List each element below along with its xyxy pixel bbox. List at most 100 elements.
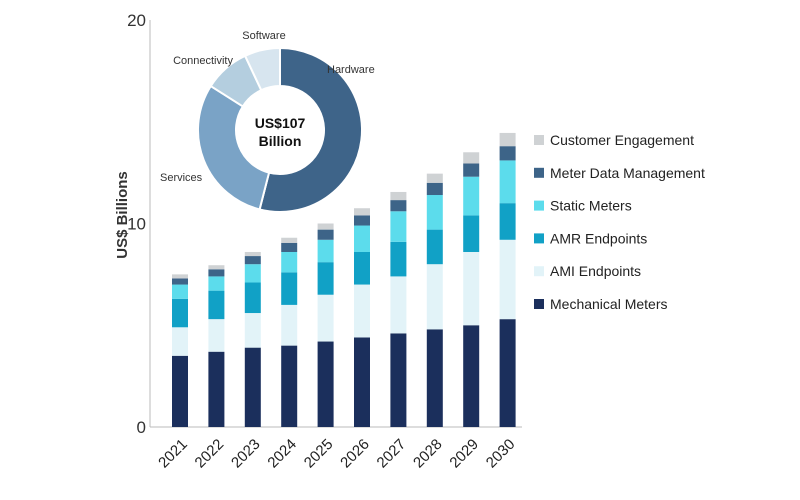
- bar-segment: [317, 341, 334, 427]
- x-tick-label: 2027: [374, 436, 410, 472]
- bar-segment: [426, 195, 443, 230]
- bar-segment: [354, 208, 370, 216]
- bar-segment: [208, 290, 225, 320]
- bar-segment: [172, 298, 188, 328]
- x-tick-label: 2024: [264, 436, 300, 472]
- bar-segment: [463, 163, 480, 177]
- x-tick-label: 2023: [228, 436, 264, 472]
- bar-segment: [390, 333, 407, 427]
- donut-center-line2: Billion: [259, 133, 302, 149]
- bar-segment: [354, 215, 370, 226]
- bar-segment: [244, 251, 261, 257]
- bar-segment: [317, 229, 334, 240]
- bar-segment: [244, 313, 261, 348]
- donut-slice-label: Hardware: [327, 64, 375, 76]
- bar-segment: [354, 284, 370, 338]
- x-tick-label: 2021: [155, 436, 191, 472]
- x-tick-label: 2025: [301, 436, 337, 472]
- bar-segment: [390, 200, 407, 212]
- x-tick-label: 2026: [337, 436, 373, 472]
- y-tick-label: 0: [137, 418, 146, 437]
- legend-label: Mechanical Meters: [550, 296, 668, 312]
- bar-segment: [281, 272, 298, 305]
- bar-segment: [354, 251, 370, 285]
- donut-center-line1: US$107: [255, 115, 306, 131]
- bar-segment: [499, 203, 516, 240]
- x-tick-labels: 2021 2022 2023 2024 2025 2026 2027 2028 2029 2030: [155, 436, 518, 472]
- bar-segment: [499, 132, 516, 147]
- bar-segment: [499, 319, 516, 427]
- bar-segment: [244, 282, 261, 314]
- bar-segment: [317, 294, 334, 342]
- bar-segment: [244, 264, 261, 283]
- bar-segment: [317, 239, 334, 263]
- donut-chart: Hardware Services Connectivity Software: [160, 30, 375, 213]
- legend-swatch: [534, 266, 544, 277]
- legend: Customer Engagement Meter Data Management…: [534, 132, 705, 312]
- legend-swatch: [534, 233, 544, 244]
- legend-swatch: [534, 200, 544, 211]
- donut-slice: [258, 46, 363, 213]
- bar-segment: [281, 345, 298, 427]
- bars-layer: [172, 132, 516, 427]
- bar-segment: [281, 251, 298, 273]
- bar-segment: [390, 241, 407, 277]
- bar-segment: [390, 276, 407, 334]
- x-tick-label: 2029: [446, 436, 482, 472]
- legend-label: Static Meters: [550, 198, 632, 214]
- legend-label: AMI Endpoints: [550, 263, 641, 279]
- donut-slice-label: Services: [160, 172, 203, 184]
- bar-segment: [499, 146, 516, 161]
- bar-segment: [172, 284, 188, 299]
- bar-segment: [281, 304, 298, 346]
- legend-label: AMR Endpoints: [550, 230, 647, 246]
- bar-segment: [463, 176, 480, 216]
- bar-segment: [426, 173, 443, 183]
- bar-segment: [463, 251, 480, 326]
- bar-segment: [281, 237, 298, 243]
- bar-segment: [244, 347, 261, 427]
- bar-segment: [172, 278, 188, 285]
- bar-segment: [426, 264, 443, 330]
- bar-segment: [499, 239, 516, 320]
- legend-swatch: [534, 167, 544, 178]
- y-axis-title: US$ Billions: [114, 171, 131, 259]
- bar-segment: [172, 355, 188, 427]
- bar-segment: [463, 152, 480, 164]
- donut-slice-label: Connectivity: [173, 55, 233, 67]
- bar-segment: [354, 225, 370, 252]
- bar-segment: [208, 269, 225, 277]
- bar-segment: [390, 191, 407, 201]
- bar-segment: [172, 327, 188, 356]
- x-tick-label: 2022: [192, 436, 228, 472]
- bar-segment: [463, 325, 480, 427]
- bar-segment: [317, 262, 334, 295]
- x-tick-label: 2030: [483, 436, 519, 472]
- donut-slice: [197, 84, 271, 211]
- x-tick-label: 2028: [410, 436, 446, 472]
- bar-segment: [208, 351, 225, 427]
- donut-slice-label: Software: [242, 30, 285, 42]
- legend-swatch: [534, 135, 544, 145]
- bar-segment: [208, 319, 225, 352]
- y-tick-label: 20: [127, 11, 146, 30]
- bar-segment: [244, 256, 261, 265]
- bar-segment: [208, 276, 225, 291]
- legend-label: Meter Data Management: [550, 165, 705, 181]
- legend-label: Customer Engagement: [550, 132, 694, 148]
- bar-segment: [426, 229, 443, 265]
- bar-segment: [390, 211, 407, 242]
- legend-swatch: [534, 299, 544, 309]
- bar-segment: [426, 329, 443, 427]
- donut-slice: [243, 46, 281, 92]
- bar-segment: [208, 265, 225, 270]
- bar-segment: [354, 337, 370, 427]
- y-tick-label: 10: [127, 215, 146, 234]
- bar-segment: [317, 223, 334, 230]
- bar-segment: [499, 160, 516, 204]
- bar-segment: [281, 242, 298, 252]
- bar-segment: [172, 274, 188, 279]
- bar-segment: [426, 182, 443, 196]
- bar-segment: [463, 215, 480, 252]
